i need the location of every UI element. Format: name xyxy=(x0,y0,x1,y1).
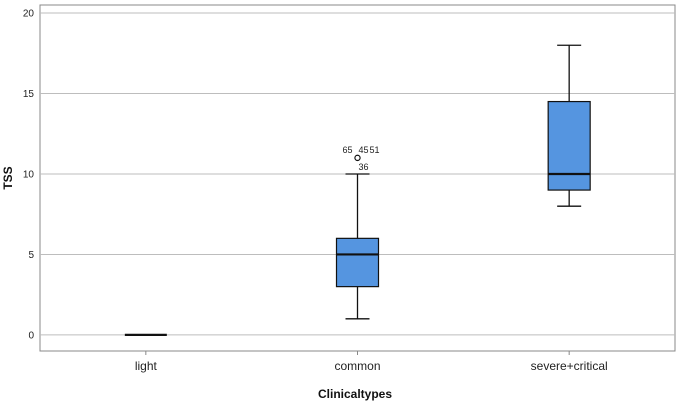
iqr-box xyxy=(335,237,380,288)
y-tick-label-20: 20 xyxy=(23,9,35,20)
outlier-point xyxy=(354,154,361,162)
x-category-label-severe-critical: severe+critical xyxy=(531,359,608,373)
y-tick-label-15: 15 xyxy=(23,89,35,100)
y-tick-labels: 0 5 10 15 20 xyxy=(23,9,35,342)
y-tick-label-5: 5 xyxy=(28,250,34,261)
iqr-box xyxy=(547,100,591,191)
x-axis-title: Clinicaltypes xyxy=(318,387,392,401)
x-category-label-common: common xyxy=(334,359,380,373)
y-tick-label-10: 10 xyxy=(23,169,35,180)
outlier-label: 45 xyxy=(359,145,369,155)
box-severe-critical xyxy=(547,44,591,207)
x-category-labels: light common severe+critical xyxy=(135,351,608,373)
outlier-label: 36 xyxy=(359,162,369,172)
outlier-label: 65 xyxy=(343,145,353,155)
y-tick-label-0: 0 xyxy=(28,330,34,341)
outlier-label: 51 xyxy=(370,145,380,155)
y-axis-title: TSS xyxy=(1,166,15,189)
x-category-label-light: light xyxy=(135,359,158,373)
